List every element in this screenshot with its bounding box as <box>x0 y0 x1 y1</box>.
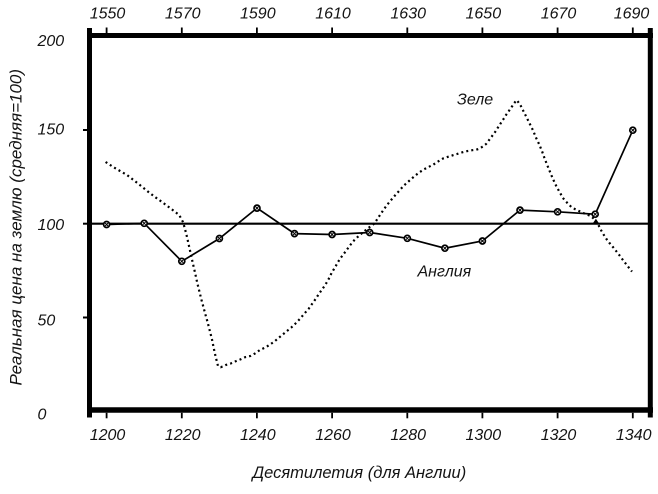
svg-text:1260: 1260 <box>315 427 351 444</box>
svg-text:1630: 1630 <box>390 6 426 23</box>
svg-text:Десятилетия (для Англии): Десятилетия (для Англии) <box>251 464 467 482</box>
svg-text:1220: 1220 <box>165 427 201 444</box>
svg-text:Реальная цена на землю (средня: Реальная цена на землю (средняя=100) <box>7 69 26 386</box>
svg-text:1550: 1550 <box>90 6 126 23</box>
svg-text:1610: 1610 <box>315 6 351 23</box>
svg-text:0: 0 <box>38 407 47 424</box>
svg-text:1590: 1590 <box>240 6 276 23</box>
svg-text:Зеле: Зеле <box>457 92 493 109</box>
svg-text:150: 150 <box>38 122 65 139</box>
svg-text:50: 50 <box>38 313 56 330</box>
svg-text:1670: 1670 <box>541 6 577 23</box>
svg-text:1690: 1690 <box>614 6 650 23</box>
svg-text:1200: 1200 <box>90 427 126 444</box>
svg-text:1340: 1340 <box>616 427 652 444</box>
svg-text:1320: 1320 <box>541 427 577 444</box>
svg-text:200: 200 <box>37 33 65 50</box>
svg-text:1240: 1240 <box>240 427 276 444</box>
svg-text:1300: 1300 <box>466 427 502 444</box>
svg-text:100: 100 <box>38 217 65 234</box>
svg-text:1570: 1570 <box>165 6 201 23</box>
svg-text:Англия: Англия <box>417 264 472 281</box>
svg-text:1650: 1650 <box>466 6 502 23</box>
svg-text:1280: 1280 <box>390 427 426 444</box>
